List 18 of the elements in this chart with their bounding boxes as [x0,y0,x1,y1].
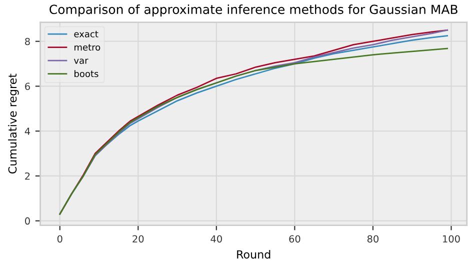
y-tick-label: 6 [25,82,30,90]
y-axis-title: Cumulative regret [8,74,19,174]
legend-label: boots [74,70,98,78]
x-axis-title: Round [237,250,270,259]
x-tick-label: 60 [289,235,300,243]
y-tick-label: 0 [25,217,30,225]
y-tick-label: 2 [25,172,30,180]
x-tick-label: 80 [367,235,378,243]
x-tick-label: 0 [57,235,62,243]
x-tick-label: 100 [443,235,460,243]
legend-label: var [74,58,88,64]
y-tick-label: 4 [24,128,30,135]
legend-label: metro [74,44,100,51]
x-tick-label: 40 [210,235,222,243]
chart-title: Comparison of approximate inference methods for Gaussian MAB [50,4,458,17]
y-tick-label: 8 [25,38,30,46]
x-tick-label: 20 [132,235,144,243]
legend-label: exact [74,30,98,38]
